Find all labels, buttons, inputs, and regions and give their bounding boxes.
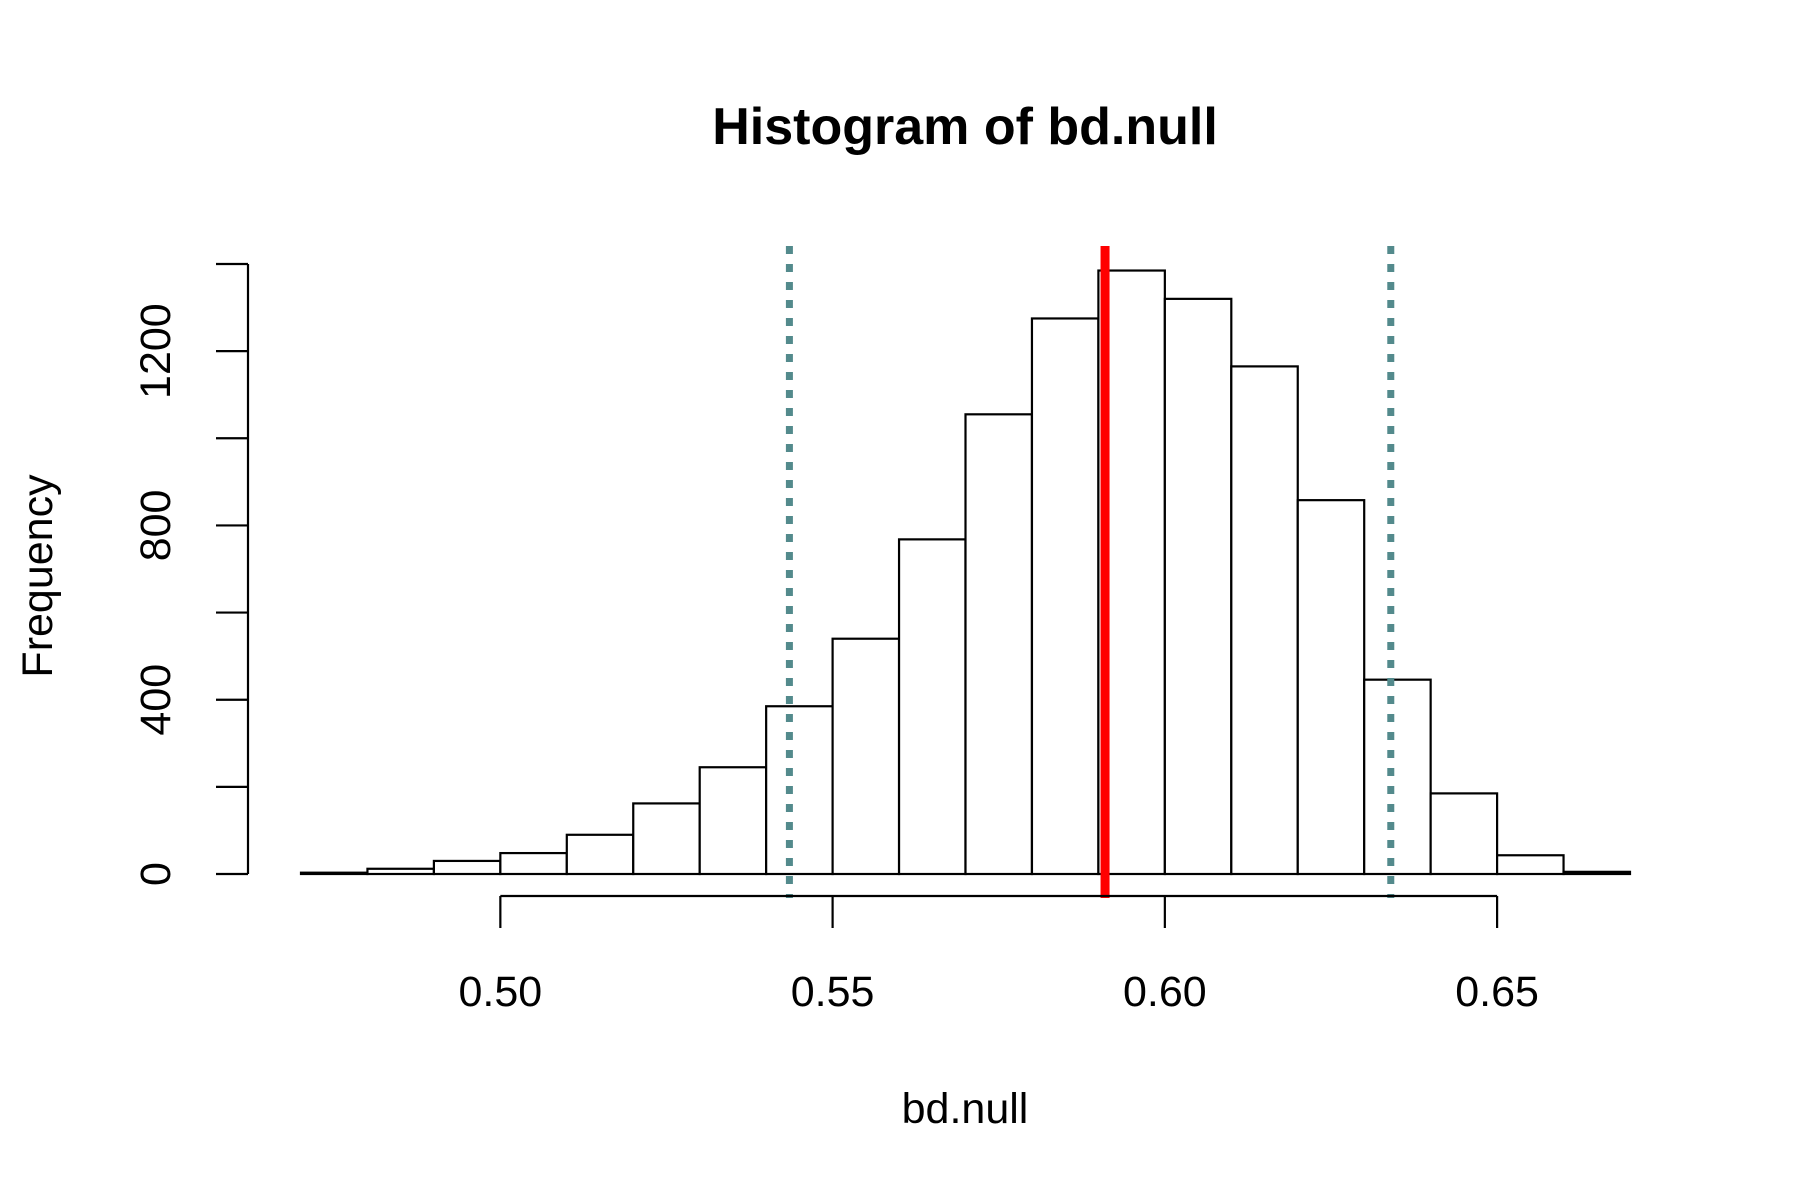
histogram-bar-5 (632, 802, 701, 876)
histogram-bar-3 (499, 851, 568, 876)
y-tick-label-3: 1200 (132, 303, 180, 399)
histogram-bar-6 (698, 766, 768, 876)
histogram-bar-4 (565, 833, 635, 876)
x-tick-label-0: 0.50 (458, 968, 542, 1016)
y-axis-title: Frequency (14, 474, 62, 678)
x-tick-label-2: 0.60 (1123, 968, 1207, 1016)
bars-layer (299, 269, 1632, 876)
histogram-bar-17 (1429, 792, 1499, 876)
histogram-bar-8 (831, 637, 901, 876)
y-axis: 0 400 800 1200 (132, 262, 250, 886)
reference-lines-layer (785, 246, 1395, 898)
histogram-bar-16 (1363, 678, 1432, 876)
y-tick-label-0: 0 (132, 862, 180, 886)
histogram-bar-7 (765, 705, 834, 876)
x-tick-label-1: 0.55 (791, 968, 875, 1016)
histogram-bar-9 (897, 538, 967, 876)
histogram-bar-11 (1030, 317, 1100, 876)
x-axis-title: bd.null (902, 1085, 1029, 1133)
histogram-bar-2 (432, 859, 502, 876)
x-axis: 0.50 0.55 0.60 0.65 (458, 894, 1539, 1016)
y-tick-label-1: 400 (132, 664, 180, 736)
histogram-bar-15 (1296, 499, 1366, 876)
y-tick-label-2: 800 (132, 490, 180, 562)
chart-title: Histogram of bd.null (712, 98, 1218, 156)
histogram-bar-18 (1495, 854, 1565, 876)
histogram-bar-0 (299, 871, 369, 876)
histogram-bar-13 (1163, 297, 1233, 876)
histogram-bar-10 (964, 413, 1034, 876)
histogram-bar-1 (366, 867, 436, 876)
x-tick-label-3: 0.65 (1455, 968, 1539, 1016)
histogram-bar-14 (1230, 365, 1299, 876)
histogram-bar-19 (1562, 870, 1632, 876)
